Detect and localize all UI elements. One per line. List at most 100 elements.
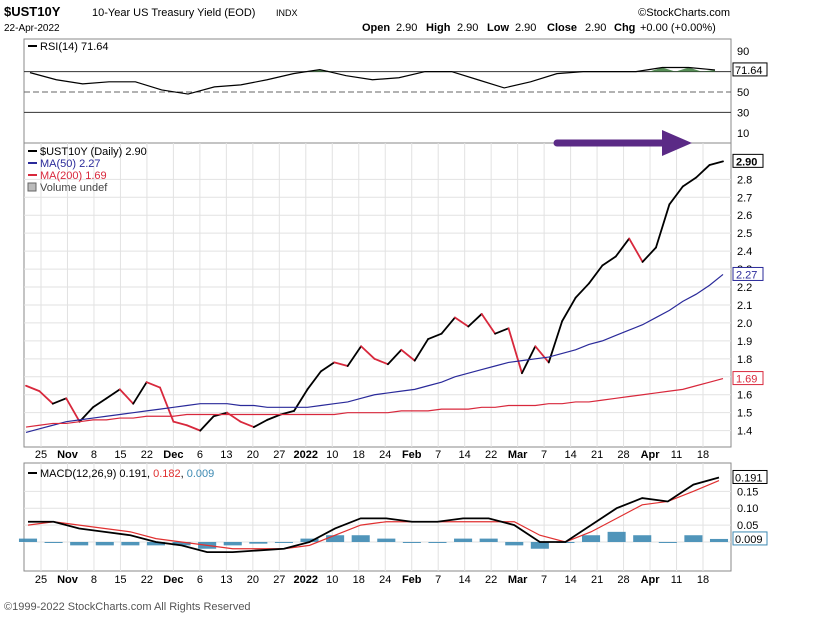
price-segment <box>440 316 456 335</box>
x-tick-label: 27 <box>273 449 285 461</box>
macd-last-value: 0.191 <box>735 472 763 484</box>
price-y-tick: 2.1 <box>737 300 752 312</box>
x-tick-label: 13 <box>220 449 232 461</box>
x-tick-label: 25 <box>35 449 47 461</box>
x-tick-label: 21 <box>591 449 603 461</box>
price-y-tick: 2.2 <box>737 282 752 294</box>
price-segment <box>614 237 631 258</box>
x-tick-label: 7 <box>435 449 441 461</box>
x-tick-label-bottom: 13 <box>220 574 232 586</box>
x-tick-label-bottom: Mar <box>508 574 528 586</box>
macd-histogram-bar <box>479 538 498 542</box>
macd-histogram-bar <box>121 541 140 546</box>
x-tick-label: 14 <box>459 449 471 461</box>
price-segment <box>199 415 215 432</box>
macd-histogram-bar <box>146 541 165 546</box>
x-tick-label-bottom: 24 <box>379 574 391 586</box>
macd-histogram-bar <box>351 535 370 542</box>
x-tick-label: 18 <box>697 449 709 461</box>
macd-histogram-bar <box>402 541 421 543</box>
price-legend-label: $UST10Y (Daily) 2.90 <box>40 146 147 158</box>
price-segment <box>588 264 604 285</box>
price-y-tick: 1.8 <box>737 354 752 366</box>
macd-legend-sep1: , <box>147 468 153 480</box>
price-segment <box>132 381 148 405</box>
macd-histogram-bar <box>326 535 345 542</box>
volume-legend-swatch <box>27 182 37 192</box>
x-tick-label: 11 <box>671 449 682 461</box>
rsi-y-tick: 90 <box>737 46 749 58</box>
description: 10-Year US Treasury Yield (EOD) <box>92 7 255 19</box>
price-segment <box>51 397 68 405</box>
price-segment <box>413 338 430 362</box>
x-tick-label: Dec <box>163 449 183 461</box>
x-tick-label: 10 <box>326 449 338 461</box>
x-tick-label: 2022 <box>294 449 318 461</box>
macd-legend-sep2: , <box>181 468 187 480</box>
chg-value: +0.00 (+0.00%) <box>640 22 716 34</box>
x-tick-label: Nov <box>57 449 79 461</box>
rsi-panel <box>23 38 732 144</box>
macd-histogram-bar <box>633 535 652 542</box>
macd-histogram-bar <box>274 541 293 543</box>
x-tick-label: Feb <box>402 449 422 461</box>
price-segment <box>306 370 322 391</box>
price-segment <box>346 345 362 367</box>
price-segment <box>387 348 403 366</box>
price-segment <box>185 424 202 432</box>
ohlc-readout: Open 2.90 High 2.90 Low 2.90 Close 2.90 … <box>362 22 716 34</box>
x-tick-label-bottom: 27 <box>273 574 285 586</box>
x-tick-label-bottom: 22 <box>485 574 497 586</box>
price-segment <box>38 390 54 405</box>
price-segment <box>547 320 564 364</box>
price-segment <box>641 246 657 263</box>
macd-histogram-bar <box>95 541 114 546</box>
signal-legend-value: 0.182 <box>153 468 181 480</box>
x-tick-label-bottom: Feb <box>402 574 422 586</box>
price-segment <box>561 296 577 323</box>
open-value: 2.90 <box>396 22 417 34</box>
price-y-tick: 1.5 <box>737 408 752 420</box>
high-value: 2.90 <box>457 22 478 34</box>
price-segment <box>454 316 470 328</box>
price-segment <box>494 327 510 335</box>
price-last-value: 2.90 <box>736 156 757 168</box>
macd-y-tick: 0.10 <box>737 503 758 515</box>
ma200-line <box>25 377 724 428</box>
rsi-y-tick: 50 <box>737 87 749 99</box>
price-y-tick: 2.0 <box>737 318 752 330</box>
price-segment <box>266 413 282 421</box>
macd-histogram-bar <box>530 541 549 549</box>
close-value: 2.90 <box>585 22 606 34</box>
price-segment <box>467 313 483 328</box>
price-segment <box>333 361 349 367</box>
macd-last-value-box <box>732 469 768 484</box>
ma200-last-value-box <box>732 371 764 386</box>
x-tick-label: 24 <box>379 449 391 461</box>
macd-histogram-bar <box>172 541 191 546</box>
x-tick-label-bottom: 7 <box>435 574 441 586</box>
macd-histogram-bar <box>70 541 89 546</box>
x-tick-label: 22 <box>141 449 153 461</box>
grid <box>24 143 731 571</box>
brand: ©StockCharts.com <box>638 7 730 19</box>
price-segment <box>480 313 497 335</box>
price-y-tick: 2.8 <box>737 174 752 186</box>
macd-histogram-bar <box>505 541 524 546</box>
rsi-last-value: 71.64 <box>735 65 763 77</box>
histogram-last-value-box <box>732 531 768 546</box>
price-segment <box>172 420 188 427</box>
ma200-legend-label: MA(200) 1.69 <box>40 170 107 182</box>
price-y-tick: 1.9 <box>737 336 752 348</box>
price-segment <box>695 164 711 179</box>
macd-line <box>28 476 720 554</box>
price-panel <box>23 142 732 448</box>
x-tick-label-bottom: 14 <box>459 574 471 586</box>
y-axes: 907050301071.642.82.72.62.52.42.32.22.12… <box>732 46 768 546</box>
x-tick-label-bottom: 2022 <box>294 574 318 586</box>
price-segment <box>668 185 684 206</box>
close-label: Close <box>547 22 577 34</box>
macd-histogram-bar <box>249 541 268 544</box>
x-tick-label: Mar <box>508 449 528 461</box>
